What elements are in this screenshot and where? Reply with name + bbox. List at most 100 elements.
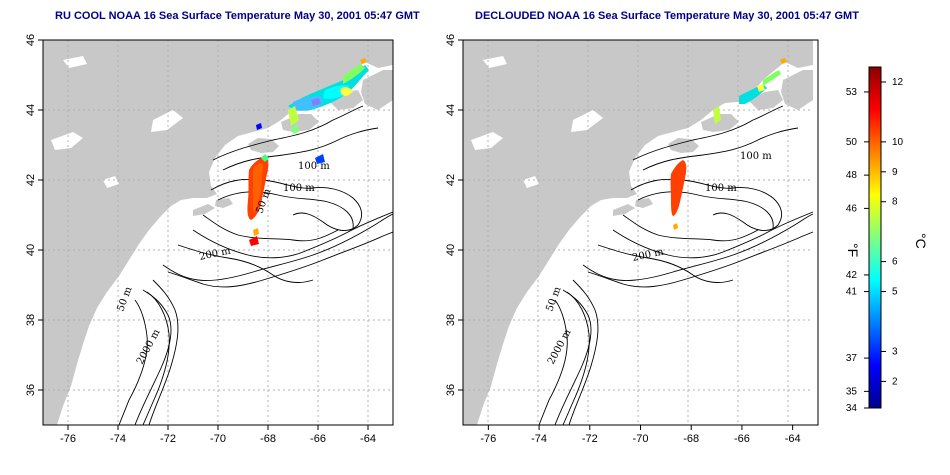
fahrenheit-label: °F (845, 243, 861, 257)
land-area (748, 90, 783, 110)
cb-c-tick-label: 5 (892, 287, 898, 298)
y-tick-label: 44 (25, 104, 37, 116)
x-tick-label: -68 (260, 433, 276, 445)
cb-c-tick-label: 8 (892, 197, 898, 208)
cb-f-tick-label: 42 (846, 270, 858, 281)
y-tick-label: 36 (25, 384, 37, 396)
bathymetry-contour (622, 214, 759, 242)
cb-c-tick-label: 3 (892, 346, 898, 357)
x-tick-label: -74 (110, 433, 126, 445)
contour-label: 100 m (705, 183, 737, 194)
bathymetry-contour (637, 191, 774, 229)
land-right (463, 40, 813, 425)
bathymetry-contour (642, 127, 799, 171)
y-tick-label: 44 (445, 104, 457, 116)
map-panel-right: 100 m 100 m 200 m 50 m 2000 m (462, 39, 819, 426)
lake (483, 56, 507, 68)
land-area (215, 198, 233, 208)
sst-patch (288, 106, 299, 126)
cb-f-tick-label: 53 (846, 87, 858, 98)
bathymetry-contour (632, 105, 784, 161)
sst-patch (343, 64, 365, 84)
y-tick-label: 46 (25, 34, 37, 46)
bathymetry-contour (217, 191, 354, 229)
x-tick-label: -72 (582, 433, 598, 445)
contour-label: 100 m (298, 161, 330, 172)
y-tick-label: 40 (445, 244, 457, 256)
colorbar-fahrenheit-ticks: 53 50 48 46 42 41 37 35 34 (846, 87, 869, 414)
land-area (668, 138, 699, 153)
land-area (43, 40, 393, 425)
bathymetry-contours-right (538, 105, 814, 425)
y-tick-label: 42 (445, 174, 457, 186)
bathymetry-contour (177, 244, 314, 283)
lake (103, 176, 119, 188)
bathymetry-contour (587, 231, 814, 288)
bathymetry-contour (568, 279, 599, 425)
sst-patch (757, 84, 765, 92)
cb-c-tick-label: 2 (892, 376, 898, 387)
y-tick-label: 38 (25, 314, 37, 326)
grid-left (43, 40, 393, 425)
x-tick-label: -66 (734, 433, 750, 445)
bathymetry-contour (597, 244, 734, 283)
cb-c-tick-label: 9 (892, 167, 898, 178)
land-area (635, 198, 653, 208)
colorbar-gradient (868, 66, 882, 409)
cb-f-tick-label: 41 (846, 287, 858, 298)
x-tick-label: -72 (160, 433, 176, 445)
cb-c-tick-label: 12 (892, 77, 904, 88)
lake (471, 132, 503, 150)
colorbar-celsius-ticks: 12 10 9 8 6 5 3 2 (881, 77, 904, 387)
x-tick-label: -64 (785, 433, 801, 445)
land-area (193, 204, 215, 216)
x-tick-label: -76 (480, 433, 496, 445)
bathymetry-contour (582, 213, 814, 281)
lake (63, 56, 87, 68)
land-area (463, 40, 813, 425)
axis-ticks-left: -76 -74 -72 -70 -68 -66 -64 36 38 40 42 44 46 (25, 34, 376, 445)
cb-f-tick-label: 35 (846, 386, 858, 397)
bathymetry-contour (167, 231, 393, 288)
bathymetry-contour (612, 211, 814, 259)
map-title-left: RU COOL NOAA 16 Sea Surface Temperature … (55, 10, 420, 22)
bathymetry-contour (134, 289, 172, 425)
bathymetry-contour (118, 299, 148, 425)
sst-patch (311, 98, 321, 106)
x-tick-label: -74 (531, 433, 547, 445)
y-tick-label: 36 (445, 384, 457, 396)
sst-patch (291, 124, 299, 134)
sst-patch (315, 154, 325, 164)
lake (51, 132, 83, 150)
sst-patch (713, 106, 721, 124)
land-area (701, 114, 739, 132)
y-tick-label: 38 (445, 314, 457, 326)
sst-data-right (670, 58, 787, 230)
sst-patch (249, 236, 259, 246)
sst-patch (360, 58, 367, 64)
map-content-right (463, 40, 814, 425)
bathymetry-contour (212, 105, 364, 161)
sst-patch (253, 228, 259, 236)
cb-f-tick-label: 34 (846, 403, 858, 414)
land-area (613, 204, 635, 216)
bathymetry-contour (202, 214, 339, 242)
y-tick-label: 46 (445, 34, 457, 46)
sst-patch (340, 87, 353, 96)
cb-c-tick-label: 6 (892, 257, 898, 268)
x-tick-label: -68 (683, 433, 699, 445)
sst-patch (763, 70, 781, 86)
y-tick-label: 40 (25, 244, 37, 256)
axis-ticks-right: -76 -74 -72 -70 -68 -66 -64 36 38 40 42 44 46 (445, 34, 801, 445)
lake (571, 110, 603, 132)
cb-f-tick-label: 46 (846, 203, 858, 214)
bathymetry-contour (538, 299, 568, 425)
x-tick-label: -70 (210, 433, 226, 445)
map-content-left (43, 40, 393, 425)
sst-patch (673, 223, 678, 230)
cb-c-tick-label: 10 (892, 137, 904, 148)
x-tick-label: -64 (360, 433, 376, 445)
contour-label: 100 m (740, 151, 772, 162)
sst-patch (261, 154, 269, 162)
